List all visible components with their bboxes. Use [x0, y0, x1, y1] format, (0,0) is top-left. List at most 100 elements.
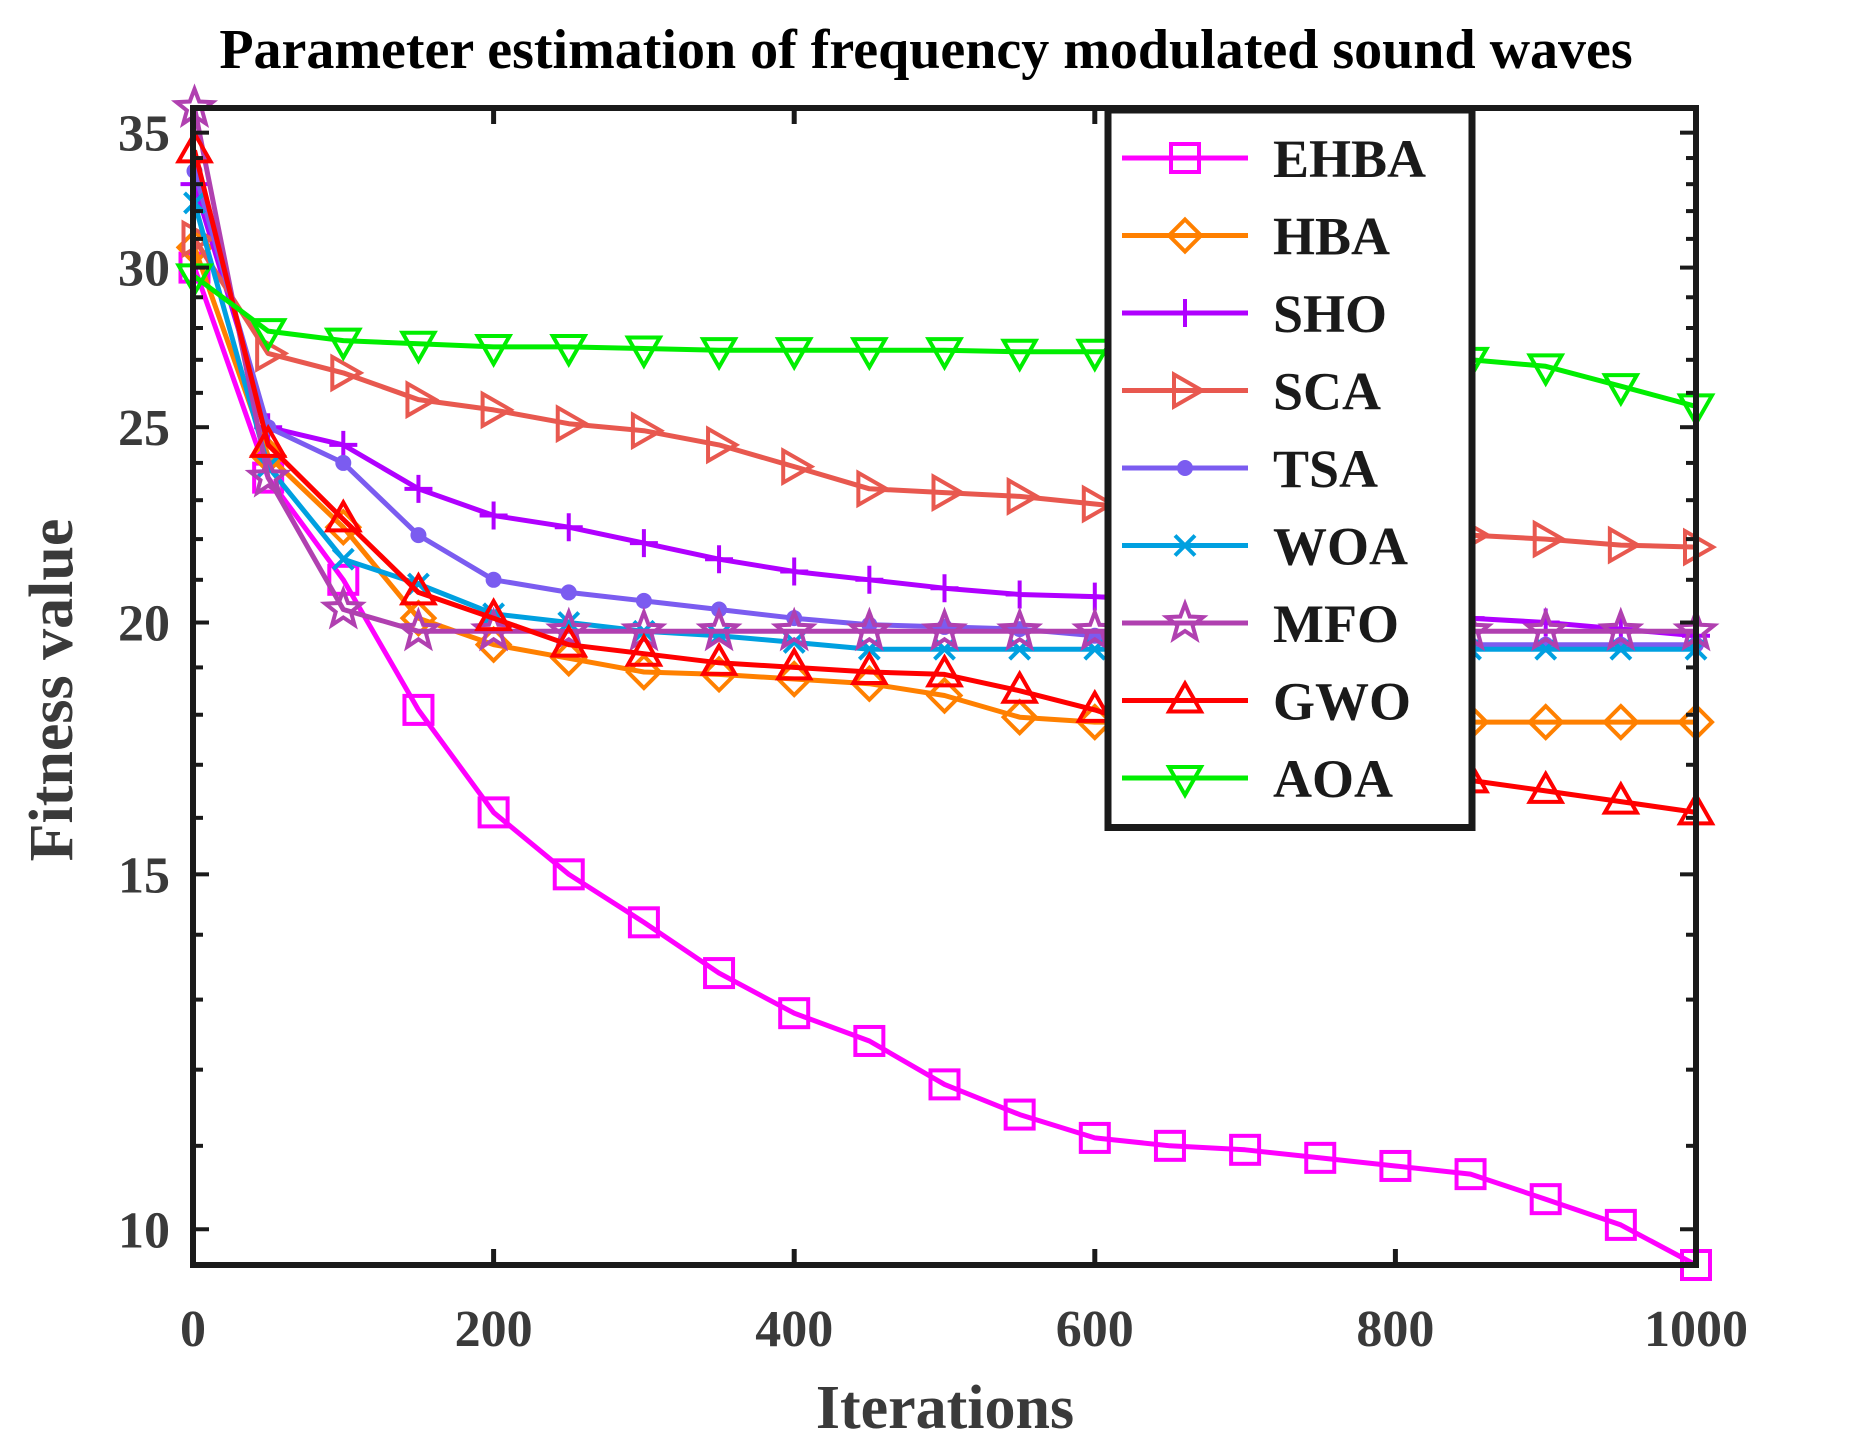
data-point-sca	[405, 380, 440, 420]
y-tick-label: 30	[118, 241, 170, 298]
data-point-gwo	[699, 641, 739, 676]
data-point-gwo	[399, 571, 438, 606]
data-point-ehba	[1304, 1141, 1337, 1174]
data-point-mfo	[1597, 606, 1645, 652]
data-point-sca	[181, 219, 216, 259]
data-point-tsa	[635, 592, 652, 609]
legend-marker	[1177, 460, 1193, 476]
legend-label: WOA	[1273, 517, 1408, 577]
data-point-aoa	[699, 337, 739, 372]
data-point-aoa	[549, 333, 589, 368]
legend-marker	[1169, 142, 1201, 174]
legend-marker	[1165, 765, 1205, 800]
data-point-ehba	[1078, 1121, 1111, 1154]
legend-label: SHO	[1273, 284, 1387, 344]
legend-marker	[1171, 299, 1199, 327]
data-point-ehba	[1003, 1098, 1036, 1131]
data-point-gwo	[474, 597, 514, 632]
legend-label: GWO	[1273, 672, 1411, 732]
data-point-aoa	[1000, 338, 1040, 373]
data-point-mfo	[545, 606, 593, 652]
data-point-sca	[1607, 525, 1642, 565]
y-tick-label: 35	[118, 106, 170, 163]
data-point-aoa	[248, 318, 288, 353]
data-point-sho	[1005, 580, 1034, 609]
data-point-aoa	[1601, 373, 1641, 408]
x-tick-label: 0	[180, 1301, 206, 1358]
data-point-mfo	[845, 606, 893, 652]
data-point-ehba	[552, 858, 585, 891]
legend-item-sho: SHO	[1122, 284, 1387, 344]
data-point-aoa	[1075, 338, 1115, 373]
axes: 0 200 400 600 800 1000 10 15 20 25 30 35	[118, 105, 1748, 1358]
y-axis-label: Fitness value	[18, 519, 86, 862]
data-point-sca	[931, 473, 966, 513]
data-point-hba	[1602, 703, 1640, 741]
legend-label: EHBA	[1273, 129, 1426, 189]
legend: EHBA HBA SHO SCA TSA WOA MFO GWO AOA	[1104, 106, 1476, 831]
data-point-gwo	[1075, 688, 1115, 723]
data-point-ehba	[1529, 1183, 1562, 1216]
data-point-mfo	[244, 452, 292, 498]
data-point-tsa	[410, 527, 427, 544]
data-point-ehba	[402, 693, 435, 726]
legend-item-hba: HBA	[1122, 207, 1390, 267]
data-point-mfo	[920, 606, 969, 652]
legend-item-mfo: MFO	[1122, 594, 1399, 654]
x-axis-label: Iterations	[816, 1374, 1074, 1442]
legend-marker	[1161, 598, 1209, 644]
data-point-aoa	[1526, 353, 1566, 388]
data-point-sho	[705, 545, 734, 574]
legend-item-woa: WOA	[1122, 517, 1408, 577]
x-tick-label: 1000	[1644, 1301, 1748, 1358]
data-point-ehba	[928, 1068, 961, 1101]
data-point-sca	[330, 353, 365, 393]
data-point-sca	[555, 404, 590, 444]
legend-marker	[1172, 371, 1207, 410]
data-point-sca	[781, 447, 816, 487]
legend-item-gwo: GWO	[1122, 672, 1411, 732]
data-point-ehba	[703, 957, 736, 990]
data-point-aoa	[474, 333, 514, 368]
data-point-gwo	[248, 423, 288, 458]
data-point-hba	[549, 639, 588, 678]
data-point-mfo	[996, 606, 1044, 652]
data-point-aoa	[925, 337, 964, 372]
data-point-sca	[630, 411, 665, 451]
data-point-sca	[480, 390, 515, 430]
series-line-ehba	[192, 266, 1698, 1268]
data-point-ehba	[1604, 1208, 1637, 1241]
data-point-mfo	[770, 606, 818, 652]
data-point-hba	[399, 599, 438, 637]
legend-item-tsa: TSA	[1122, 439, 1378, 499]
data-point-sca	[1006, 476, 1041, 516]
legend-marker	[1166, 216, 1204, 255]
data-point-sho	[629, 529, 658, 558]
data-point-sho	[930, 574, 959, 603]
data-point-sho	[329, 430, 358, 459]
data-point-aoa	[849, 337, 889, 372]
data-point-hba	[925, 676, 964, 715]
data-point-woa	[331, 547, 355, 571]
data-point-tsa	[335, 454, 352, 471]
x-tick-label: 800	[1356, 1301, 1434, 1358]
data-point-sho	[780, 557, 809, 586]
data-point-gwo	[774, 646, 814, 681]
data-point-ehba	[1229, 1133, 1262, 1166]
x-tick-label: 200	[455, 1301, 533, 1358]
data-point-sca	[856, 469, 891, 509]
legend-marker	[1173, 534, 1197, 557]
data-point-hba	[1000, 698, 1039, 737]
data-point-hba	[775, 660, 814, 698]
x-tick-label: 400	[755, 1301, 833, 1358]
data-point-gwo	[1000, 669, 1040, 704]
plot-frame	[190, 105, 1699, 1268]
data-point-sho	[1080, 582, 1109, 611]
data-point-gwo	[849, 651, 889, 686]
data-point-mfo	[319, 584, 367, 630]
legend-label: MFO	[1273, 594, 1399, 654]
data-point-sho	[479, 501, 508, 530]
data-point-aoa	[399, 330, 438, 365]
y-tick-label: 10	[118, 1202, 170, 1259]
